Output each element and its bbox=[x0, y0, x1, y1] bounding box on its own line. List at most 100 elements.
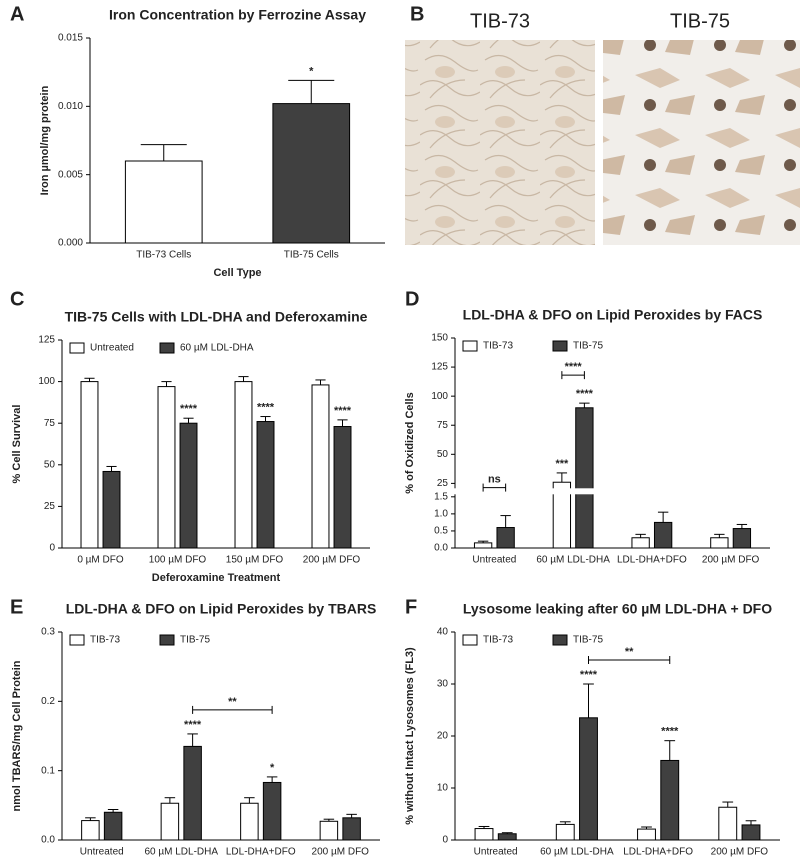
y-tick-label: 20 bbox=[437, 731, 449, 742]
significance: ** bbox=[228, 696, 237, 708]
significance: **** bbox=[580, 669, 598, 681]
significance: ns bbox=[488, 473, 501, 485]
y-tick-label: 0.0 bbox=[434, 543, 448, 554]
y-tick-label: 25 bbox=[44, 501, 56, 512]
bar bbox=[718, 806, 738, 841]
axis-break bbox=[447, 488, 770, 495]
y-tick-label: 0.005 bbox=[58, 169, 83, 180]
y-axis-label: Iron µmol/mg protein bbox=[39, 85, 51, 195]
legend-swatch bbox=[69, 342, 85, 354]
panel-label: E bbox=[10, 596, 23, 618]
bar bbox=[732, 528, 752, 549]
x-tick-label: 200 µM DFO bbox=[702, 555, 760, 566]
bar bbox=[183, 745, 202, 841]
significance: **** bbox=[576, 388, 594, 400]
x-tick-label: Untreated bbox=[474, 847, 518, 858]
x-tick-label: LDL-DHA+DFO bbox=[226, 847, 296, 858]
x-tick-label: TIB-75 Cells bbox=[284, 250, 339, 261]
y-tick-label: 100 bbox=[38, 376, 55, 387]
bar bbox=[473, 542, 493, 549]
micrograph bbox=[405, 40, 595, 245]
y-tick-label: 1.5 bbox=[434, 491, 448, 502]
y-tick-label: 0.3 bbox=[41, 627, 55, 638]
bar bbox=[579, 717, 598, 841]
legend-swatch bbox=[462, 340, 478, 352]
y-axis-label: % without Intact Lysosomes (FL3) bbox=[404, 647, 416, 825]
y-tick-label: 0.010 bbox=[58, 101, 83, 112]
y-tick-label: 50 bbox=[437, 449, 449, 460]
x-tick-label: Untreated bbox=[472, 555, 516, 566]
y-tick-label: 0 bbox=[49, 543, 55, 554]
bar bbox=[240, 802, 259, 841]
y-tick-label: 50 bbox=[44, 459, 56, 470]
panel-label: C bbox=[10, 288, 24, 310]
bar bbox=[272, 103, 351, 244]
legend-swatch bbox=[69, 634, 85, 646]
y-tick-label: 75 bbox=[437, 420, 449, 431]
y-tick-label: 125 bbox=[431, 362, 448, 373]
bar bbox=[319, 820, 339, 841]
chart-title: LDL-DHA & DFO on Lipid Peroxides by FACS bbox=[463, 307, 763, 323]
y-tick-label: 30 bbox=[437, 679, 449, 690]
x-tick-label: 200 µM DFO bbox=[303, 555, 361, 566]
y-tick-label: 0.5 bbox=[434, 526, 448, 537]
panel-label: A bbox=[10, 3, 24, 25]
bar bbox=[342, 817, 361, 841]
significance: **** bbox=[180, 403, 198, 415]
x-axis-label: Deferoxamine Treatment bbox=[152, 572, 281, 584]
bar bbox=[81, 820, 100, 841]
bar bbox=[157, 386, 176, 549]
x-tick-label: LDL-DHA+DFO bbox=[623, 847, 693, 858]
chart-title: TIB-75 Cells with LDL-DHA and Deferoxami… bbox=[65, 309, 368, 325]
bar bbox=[497, 833, 517, 841]
image-label: TIB-73 bbox=[470, 10, 530, 32]
y-tick-label: 100 bbox=[431, 391, 448, 402]
bar bbox=[631, 537, 650, 549]
x-tick-label: TIB-73 Cells bbox=[136, 250, 191, 261]
y-tick-label: 150 bbox=[431, 333, 448, 344]
x-tick-label: 60 µM LDL-DHA bbox=[536, 555, 610, 566]
panel-label: B bbox=[410, 3, 424, 25]
significance: ** bbox=[625, 646, 634, 658]
significance: **** bbox=[257, 401, 275, 413]
y-tick-label: 0.015 bbox=[58, 33, 83, 44]
y-tick-label: 75 bbox=[44, 418, 56, 429]
legend-label: TIB-75 bbox=[573, 341, 603, 352]
y-tick-label: 1.0 bbox=[434, 509, 448, 520]
legend-label: TIB-73 bbox=[483, 635, 513, 646]
y-tick-label: 125 bbox=[38, 335, 55, 346]
significance: **** bbox=[565, 361, 583, 373]
y-tick-label: 40 bbox=[437, 627, 449, 638]
legend-swatch bbox=[159, 634, 175, 646]
bar bbox=[262, 781, 282, 841]
bar bbox=[575, 407, 594, 549]
panel-label: F bbox=[405, 596, 417, 618]
significance: * bbox=[270, 762, 275, 774]
bar bbox=[653, 521, 673, 549]
bar bbox=[103, 811, 123, 841]
chart-title: LDL-DHA & DFO on Lipid Peroxides by TBAR… bbox=[66, 601, 377, 617]
bar bbox=[160, 802, 180, 841]
bar bbox=[741, 824, 761, 841]
bar bbox=[80, 381, 99, 549]
significance: **** bbox=[334, 405, 352, 417]
legend-label: TIB-73 bbox=[483, 341, 513, 352]
legend-swatch bbox=[552, 634, 568, 646]
legend-label: Untreated bbox=[90, 343, 134, 354]
y-tick-label: 25 bbox=[437, 478, 449, 489]
micrograph bbox=[603, 40, 800, 245]
significance: **** bbox=[661, 726, 679, 738]
y-axis-label: % of Oxidized Cells bbox=[404, 392, 416, 493]
y-axis-label: % Cell Survival bbox=[11, 405, 23, 484]
legend-label: TIB-75 bbox=[573, 635, 603, 646]
legend-swatch bbox=[462, 634, 478, 646]
bar bbox=[102, 470, 121, 549]
bar bbox=[333, 426, 352, 549]
bar bbox=[552, 481, 572, 549]
bar bbox=[555, 823, 575, 841]
y-tick-label: 0.1 bbox=[41, 765, 55, 776]
x-tick-label: 150 µM DFO bbox=[226, 555, 284, 566]
y-tick-label: 0 bbox=[442, 835, 448, 846]
bar bbox=[710, 537, 729, 549]
